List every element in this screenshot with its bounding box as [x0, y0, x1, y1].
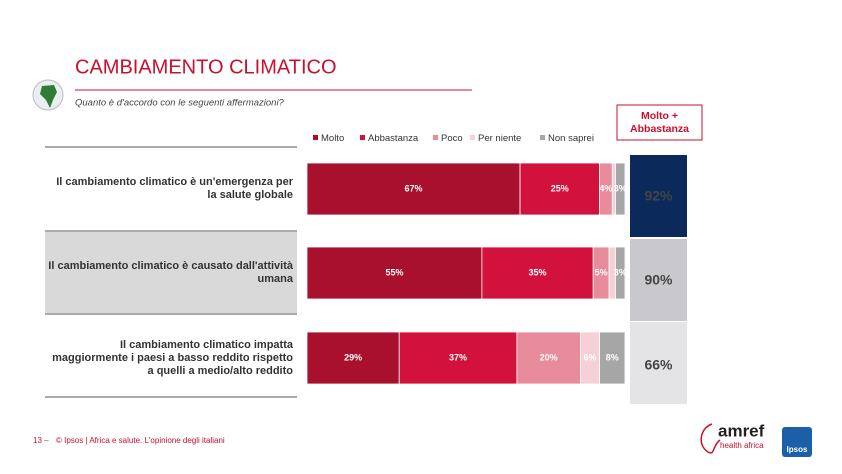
data-label: 3% [614, 183, 627, 193]
category-label: Il cambiamento climatico è causato dall'… [48, 260, 293, 285]
bar-segment [398, 331, 518, 385]
totals-header-box [616, 104, 703, 141]
legend-swatch [360, 135, 365, 140]
data-label: 55% [385, 267, 403, 277]
bar-segment [519, 162, 600, 216]
bar-segment [516, 331, 581, 385]
totals-header: Molto + Abbastanza [630, 110, 689, 135]
bar-segment [481, 246, 594, 300]
subtitle: Quanto è d'accordo con le seguenti affer… [75, 98, 285, 109]
data-label: 37% [449, 352, 467, 362]
amref-logo: amref [718, 421, 765, 440]
legend-swatch [540, 135, 545, 140]
legend-swatch [313, 135, 318, 140]
footer-text: © Ipsos | Africa e salute. L'opinione de… [56, 436, 225, 445]
total-label: 90% [644, 272, 673, 288]
total-box [630, 322, 687, 404]
page-number: 13 – [33, 436, 49, 445]
bar-segment [306, 162, 521, 216]
data-label: 35% [529, 267, 547, 277]
legend-label: Molto [321, 133, 344, 144]
bar-segment [615, 246, 626, 300]
legend-label: Per niente [478, 133, 521, 144]
category-label: Il cambiamento climatico impatta maggior… [52, 338, 293, 377]
amref-sub: health africa [720, 441, 764, 450]
data-label: 6% [584, 352, 597, 362]
data-label: 8% [606, 352, 619, 362]
data-label: 25% [551, 183, 569, 193]
category-label: Il cambiamento climatico è un'emergenza … [56, 176, 293, 201]
legend-swatch [470, 135, 475, 140]
bar-segment [615, 162, 626, 216]
total-box [630, 155, 687, 237]
data-label: 29% [344, 352, 362, 362]
data-label: 3% [614, 267, 627, 277]
data-label: 5% [595, 267, 608, 277]
row-band [45, 232, 297, 313]
ipsos-logo: Ipsos [787, 445, 808, 454]
bar-segment [306, 331, 400, 385]
legend-label: Abbastanza [368, 133, 419, 144]
bar-segment [599, 331, 626, 385]
data-label: 67% [405, 183, 423, 193]
total-label: 92% [644, 188, 673, 204]
africa-shape [40, 85, 57, 108]
bar-segment [306, 246, 483, 300]
title: CAMBIAMENTO CLIMATICO [75, 56, 337, 78]
data-label: 4% [599, 183, 612, 193]
amref-mark [700, 423, 721, 454]
ipsos-logo-box [782, 427, 812, 457]
data-label: 20% [540, 352, 558, 362]
legend-label: Non saprei [548, 133, 594, 144]
total-box [630, 239, 687, 321]
legend-swatch [433, 135, 438, 140]
total-label: 66% [644, 357, 673, 373]
legend-label: Poco [441, 133, 463, 144]
